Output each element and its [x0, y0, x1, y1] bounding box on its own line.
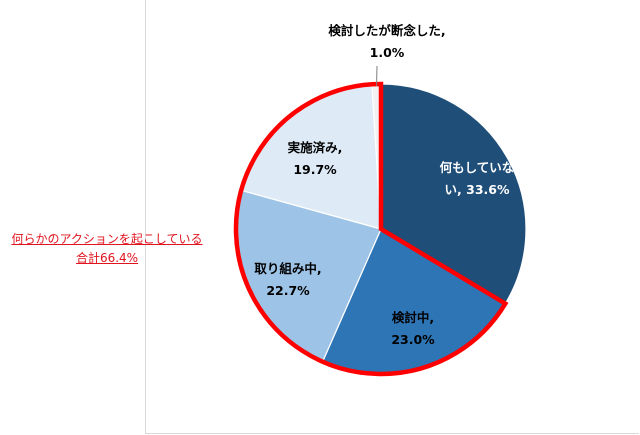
slice-label-0: 何もしていない, 33.6% — [440, 160, 515, 197]
slice-label-1: 検討中, 23.0% — [391, 310, 435, 347]
slice-label-4: 検討したが断念した, 1.0% — [328, 23, 445, 60]
highlight-callout: 何らかのアクションを起こしている 合計66.4% — [3, 230, 211, 268]
slice-label-3: 実施済み, 19.7% — [288, 140, 343, 177]
chart-frame — [145, 0, 639, 434]
callout-total: 合計66.4% — [75, 251, 139, 265]
callout-line-1: 何らかのアクションを起こしている — [11, 232, 203, 246]
highlight-outline — [233, 81, 509, 377]
slice-label-2: 取り組み中, 22.7% — [254, 261, 321, 298]
